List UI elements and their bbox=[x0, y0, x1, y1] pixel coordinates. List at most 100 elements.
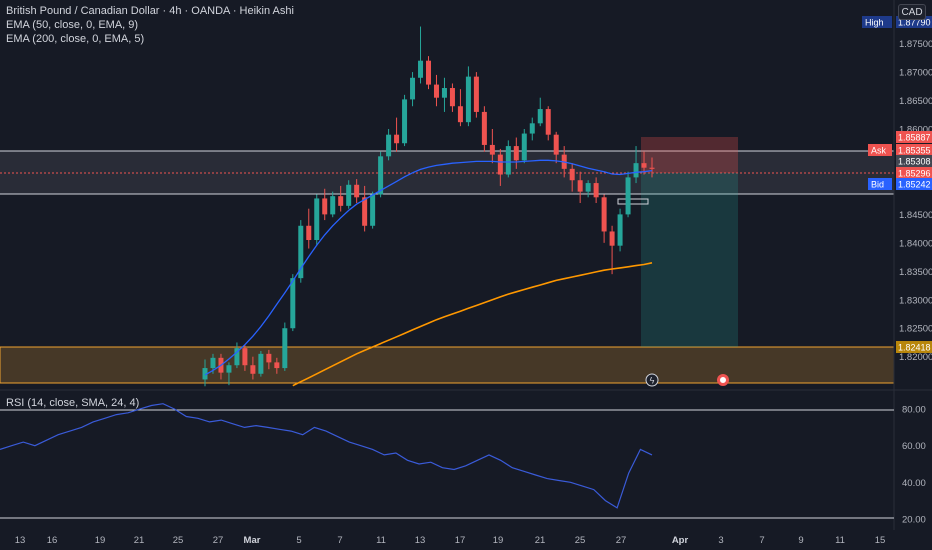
time-tick-label: 17 bbox=[455, 535, 466, 546]
candle bbox=[505, 146, 511, 175]
price-label-box bbox=[896, 155, 932, 167]
time-tick-label: 15 bbox=[875, 535, 886, 546]
resistance-zone bbox=[0, 151, 894, 194]
candle bbox=[553, 134, 559, 155]
candle bbox=[569, 168, 575, 181]
price-axis[interactable]: 1.875001.870001.865001.860001.855001.850… bbox=[899, 39, 932, 363]
price-tick-label: 1.82500 bbox=[899, 324, 932, 335]
candle bbox=[354, 184, 360, 198]
price-label-value: 1.85242 bbox=[898, 180, 931, 190]
candle bbox=[226, 365, 232, 373]
flash-event-icon[interactable] bbox=[645, 373, 659, 387]
candle bbox=[274, 362, 280, 369]
candle bbox=[242, 348, 248, 366]
candle bbox=[346, 184, 352, 206]
time-tick-label: 21 bbox=[134, 535, 145, 546]
candle bbox=[266, 353, 272, 363]
price-tick-label: 1.87000 bbox=[899, 68, 932, 79]
time-tick-label: 13 bbox=[15, 535, 26, 546]
symbol-title[interactable]: British Pound / Canadian Dollar · 4h · O… bbox=[6, 5, 294, 17]
price-label-tag bbox=[862, 16, 892, 28]
rsi-pane bbox=[0, 403, 894, 519]
time-tick-label: 5 bbox=[296, 535, 301, 546]
price-label-box bbox=[896, 341, 932, 353]
candle bbox=[298, 225, 304, 279]
candle bbox=[418, 60, 424, 78]
candle bbox=[426, 60, 431, 85]
rsi-axis: 80.00 60.00 40.00 20.00 bbox=[902, 405, 926, 526]
currency-button[interactable]: CAD bbox=[898, 4, 926, 20]
candle bbox=[465, 76, 471, 123]
candle bbox=[481, 111, 487, 145]
candle bbox=[521, 133, 527, 161]
price-label-value: 1.85887 bbox=[898, 133, 931, 143]
price-tick-label: 1.84500 bbox=[899, 210, 932, 221]
zones bbox=[0, 137, 895, 384]
candle bbox=[210, 357, 216, 369]
support-zone bbox=[0, 346, 895, 384]
candle bbox=[497, 154, 503, 175]
ema50-legend[interactable]: EMA (50, close, 0, EMA, 9) bbox=[6, 19, 139, 31]
time-tick-label: 25 bbox=[173, 535, 184, 546]
candle bbox=[322, 198, 328, 215]
candle bbox=[649, 167, 655, 169]
candle bbox=[473, 76, 479, 112]
candle bbox=[338, 196, 344, 206]
price-tick-label: 1.86000 bbox=[899, 125, 932, 136]
take-profit-box[interactable] bbox=[641, 173, 738, 347]
price-label-value: 1.85308 bbox=[898, 157, 931, 167]
stop-loss-box[interactable] bbox=[641, 137, 738, 173]
candle bbox=[378, 156, 384, 195]
candles-group bbox=[202, 26, 655, 387]
flag-event-inner bbox=[720, 377, 726, 383]
candle bbox=[529, 123, 535, 134]
ema50-line bbox=[204, 159, 653, 376]
rsi-tick-label: 20.00 bbox=[902, 514, 926, 525]
candle bbox=[577, 180, 583, 192]
candle bbox=[282, 328, 288, 369]
time-tick-label: 3 bbox=[718, 535, 723, 546]
time-axis[interactable]: 13 16 19 21 25 27 Mar 5 7 11 13 17 19 21 25 27 Apr 3 7 9 11 1… bbox=[15, 535, 886, 546]
candle bbox=[545, 109, 551, 135]
time-tick-label: Mar bbox=[244, 535, 261, 546]
candle bbox=[330, 196, 336, 215]
price-label-box bbox=[896, 131, 932, 143]
price-tick-label: 1.83000 bbox=[899, 295, 932, 306]
candle bbox=[633, 163, 639, 178]
time-tick-label: 11 bbox=[835, 535, 845, 546]
candle bbox=[617, 214, 623, 246]
price-label-value: 1.85355 bbox=[898, 146, 931, 156]
candle bbox=[609, 231, 615, 246]
rsi-tick-label: 60.00 bbox=[902, 441, 926, 452]
time-tick-label: Apr bbox=[672, 535, 689, 546]
small-marker-box bbox=[617, 198, 649, 205]
price-label-value: 1.87790 bbox=[898, 18, 931, 28]
candle bbox=[585, 183, 591, 192]
rsi-legend[interactable]: RSI (14, close, SMA, 24, 4) bbox=[6, 397, 140, 409]
candle bbox=[593, 183, 599, 198]
candle bbox=[433, 84, 439, 98]
events: ϟ bbox=[645, 373, 729, 387]
price-label-box bbox=[896, 144, 932, 156]
candle bbox=[489, 144, 495, 155]
price-tick-label: 1.82000 bbox=[899, 352, 932, 363]
candle bbox=[601, 197, 607, 232]
candle bbox=[290, 278, 296, 329]
price-label-value: 1.85296 bbox=[898, 169, 931, 179]
candle bbox=[386, 134, 392, 157]
time-tick-label: 21 bbox=[535, 535, 546, 546]
time-tick-label: 19 bbox=[493, 535, 504, 546]
time-tick-label: 19 bbox=[95, 535, 106, 546]
price-label-name: Bid bbox=[871, 180, 884, 190]
price-label-name: High bbox=[865, 18, 884, 28]
time-tick-label: 11 bbox=[376, 535, 386, 546]
price-label-box bbox=[896, 178, 932, 190]
candle bbox=[234, 348, 240, 366]
time-tick-label: 27 bbox=[616, 535, 627, 546]
candle bbox=[513, 146, 519, 161]
ema200-legend[interactable]: EMA (200, close, 0, EMA, 5) bbox=[6, 33, 145, 45]
candle bbox=[250, 365, 256, 374]
time-tick-label: 27 bbox=[213, 535, 224, 546]
